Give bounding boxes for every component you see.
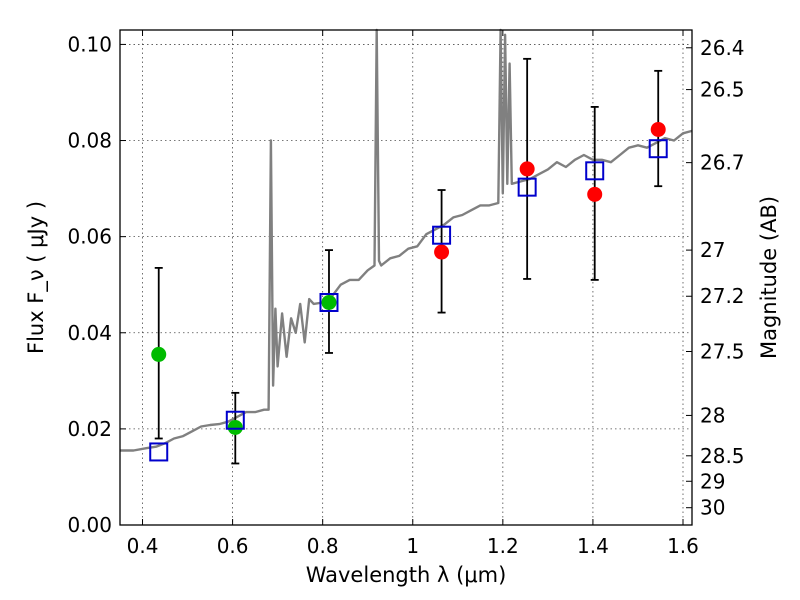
- blue-square-point: [225, 410, 245, 430]
- model-spectrum-line: [120, 28, 693, 452]
- blue-square-point: [585, 161, 605, 181]
- blue-square-point: [648, 139, 668, 159]
- plot-frame: [119, 29, 693, 526]
- right-axis-label: Magnitude (AB): [757, 196, 781, 359]
- y-tick-label: 0.02: [67, 417, 112, 441]
- errorbar-layer: [154, 57, 663, 465]
- x-tick-label: 0.6: [217, 534, 249, 558]
- x-tick-label: 1: [406, 534, 419, 558]
- tick-layer: 0.4 0.6 0.8 1 1.2 1.4 1.6 0.00 0.02 0.04 0.06 0.08 0…: [67, 30, 745, 558]
- right-tick-label: 30: [700, 496, 725, 520]
- y-tick-label: 0.08: [67, 129, 112, 153]
- x-tick-label: 1.2: [487, 534, 519, 558]
- grid: [120, 30, 692, 526]
- model-spectrum-layer: [120, 28, 693, 452]
- x-tick-label: 0.4: [127, 534, 159, 558]
- green-point: [227, 419, 243, 435]
- red-point: [434, 244, 450, 260]
- y-axis-label: Flux F_ν ( μJy ): [24, 201, 49, 354]
- right-tick-label: 26.5: [700, 78, 745, 102]
- right-tick-label: 27.2: [700, 284, 745, 308]
- green-point: [321, 294, 337, 310]
- right-tick-label: 26.7: [700, 151, 745, 175]
- red-point: [650, 121, 666, 137]
- right-tick-label: 27: [700, 238, 725, 262]
- x-tick-label: 0.8: [307, 534, 339, 558]
- blue-square-point: [149, 442, 169, 462]
- y-tick-label: 0.04: [67, 321, 112, 345]
- blue-square-point: [517, 177, 537, 197]
- x-axis-label: Wavelength λ (μm): [306, 563, 507, 587]
- red-point: [587, 186, 603, 202]
- marker-layer: [149, 121, 668, 462]
- y-tick-label: 0.06: [67, 225, 112, 249]
- blue-square-point: [319, 292, 339, 312]
- right-tick-label: 28.5: [700, 444, 745, 468]
- right-tick-label: 28: [700, 403, 725, 427]
- x-tick-label: 1.6: [667, 534, 699, 558]
- right-tick-label: 27.5: [700, 340, 745, 364]
- red-point: [519, 161, 535, 177]
- x-tick-label: 1.4: [577, 534, 609, 558]
- right-tick-label: 26.4: [700, 36, 745, 60]
- right-tick-label: 29: [700, 469, 725, 493]
- y-tick-label: 0.00: [67, 513, 112, 537]
- y-tick-label: 0.10: [67, 32, 112, 56]
- blue-square-point: [432, 225, 452, 245]
- green-point: [151, 346, 167, 362]
